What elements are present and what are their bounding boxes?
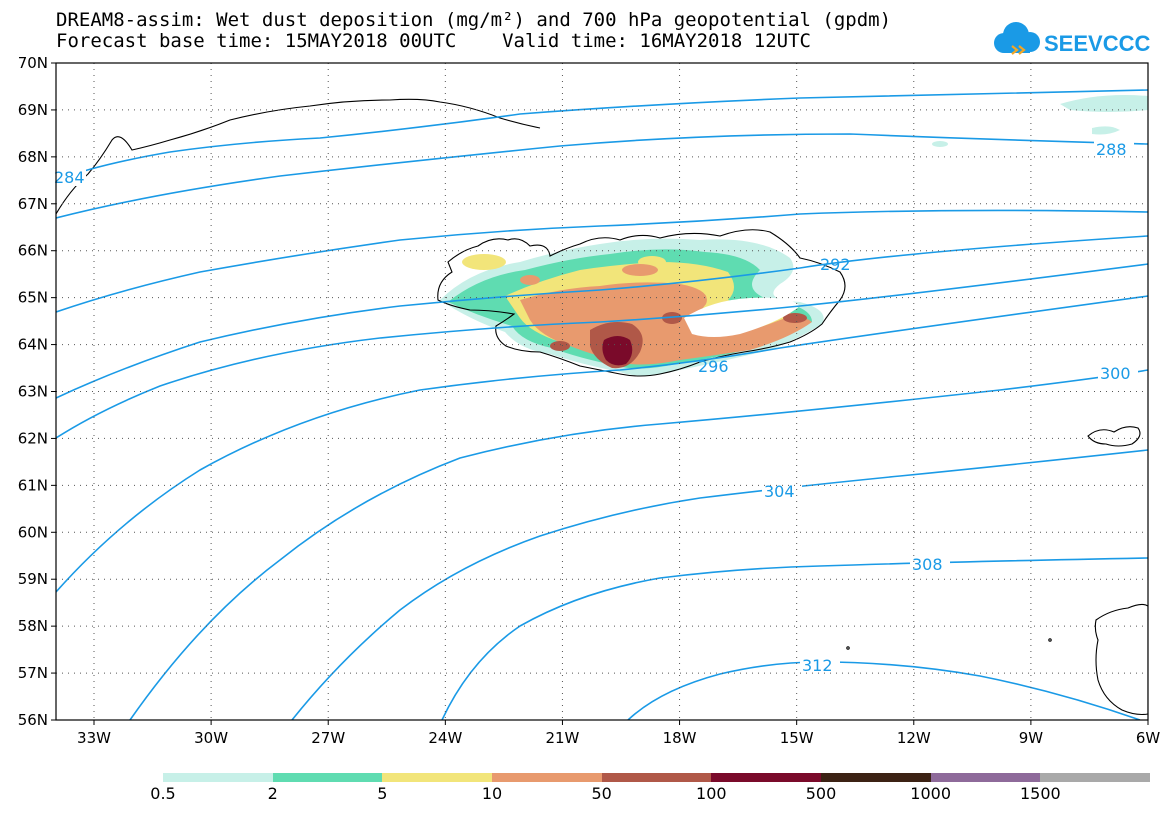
legend-label: 5 xyxy=(377,784,388,803)
lat-label: 67N xyxy=(18,195,48,213)
lon-label: 30W xyxy=(194,729,228,747)
legend-swatch xyxy=(930,773,1041,782)
contour-label-284: 284 xyxy=(54,168,85,187)
lat-label: 69N xyxy=(18,101,48,119)
legend-label: 500 xyxy=(805,784,837,803)
lat-label: 68N xyxy=(18,148,48,166)
contour-label-296: 296 xyxy=(698,357,729,376)
legend-swatch xyxy=(382,773,492,782)
lat-label: 65N xyxy=(18,289,48,307)
lat-label: 64N xyxy=(18,336,48,354)
lat-label: 63N xyxy=(18,383,48,401)
lon-label: 15W xyxy=(780,729,814,747)
lat-label: 70N xyxy=(18,54,48,72)
legend-swatch xyxy=(711,773,821,782)
lat-label: 59N xyxy=(18,570,48,588)
cloud-icon xyxy=(994,22,1040,55)
lon-label: 6W xyxy=(1136,729,1161,747)
lon-label: 9W xyxy=(1019,729,1044,747)
geopotential-contours xyxy=(56,89,1148,720)
contour-label-308: 308 xyxy=(912,555,943,574)
lat-label: 62N xyxy=(18,429,48,447)
legend-swatch xyxy=(272,773,383,782)
map-title: DREAM8-assim: Wet dust deposition (mg/m²… xyxy=(56,9,892,31)
lat-label: 56N xyxy=(18,711,48,729)
lat-label: 61N xyxy=(18,476,48,494)
map-frame xyxy=(55,62,1149,721)
lat-label: 60N xyxy=(18,523,48,541)
legend-swatch xyxy=(1040,773,1150,782)
lat-label: 58N xyxy=(18,617,48,635)
seevccc-logo: SEEVCCC xyxy=(994,22,1150,56)
lon-label: 21W xyxy=(545,729,579,747)
contour-label-312: 312 xyxy=(802,656,833,675)
lon-label: 24W xyxy=(428,729,462,747)
contour-label-300: 300 xyxy=(1100,364,1131,383)
map-subtitle: Forecast base time: 15MAY2018 00UTC Vali… xyxy=(56,30,811,52)
contour-label-group: 284 288 292 296 300 304 308 312 xyxy=(52,140,1138,675)
legend-label: 50 xyxy=(591,784,612,803)
legend-label: 0.5 xyxy=(150,784,176,803)
lon-label: 18W xyxy=(663,729,697,747)
lat-label: 57N xyxy=(18,664,48,682)
contour-label-292: 292 xyxy=(820,255,851,274)
contour-label-288: 288 xyxy=(1096,140,1127,159)
legend-swatch xyxy=(492,773,602,782)
legend-swatch xyxy=(821,773,931,782)
legend-label: 100 xyxy=(696,784,727,803)
lat-label: 66N xyxy=(18,242,48,260)
graticule xyxy=(56,63,1148,720)
lon-label: 12W xyxy=(897,729,931,747)
wet-dust-shading xyxy=(440,95,1148,376)
axis-ticks: 70N 69N 68N 67N 66N 65N 64N 63N 62N 61N 60N 59N 58N 5… xyxy=(18,54,1161,747)
legend-label: 1500 xyxy=(1019,784,1061,803)
svg-text:SEEVCCC: SEEVCCC xyxy=(1044,31,1150,56)
lon-label: 27W xyxy=(311,729,345,747)
coastlines xyxy=(56,98,1148,716)
legend-label: 1000 xyxy=(910,784,952,803)
lon-label: 33W xyxy=(77,729,111,747)
legend-swatch xyxy=(163,773,273,782)
legend-swatch xyxy=(601,773,712,782)
legend-label: 10 xyxy=(481,784,503,803)
legend-label: 2 xyxy=(267,784,278,803)
contour-label-304: 304 xyxy=(764,482,795,501)
